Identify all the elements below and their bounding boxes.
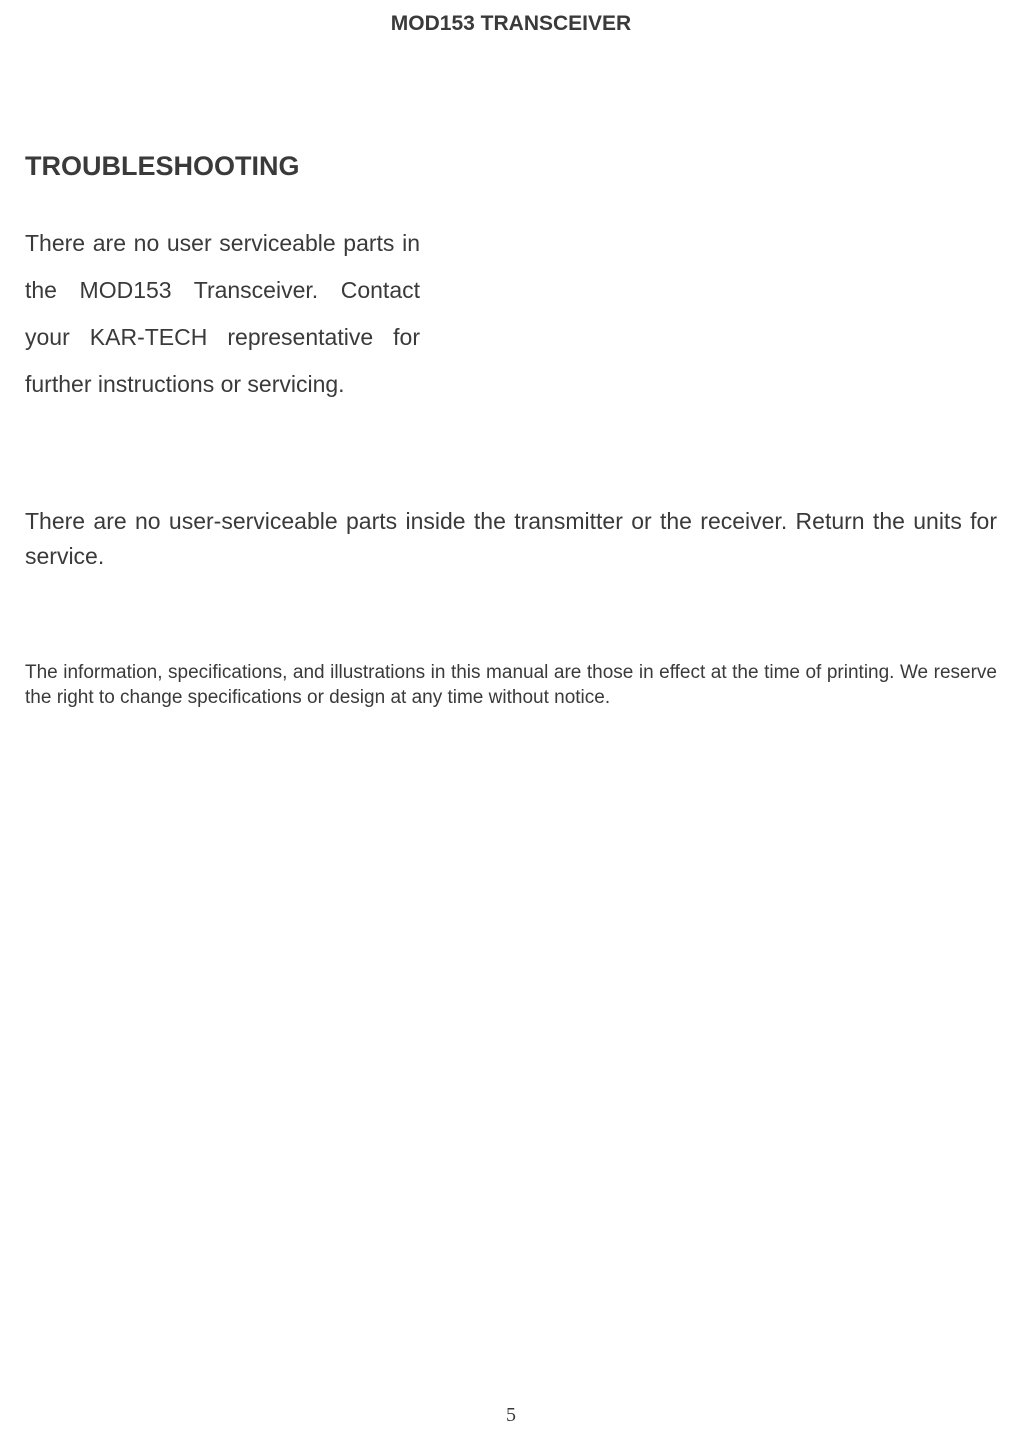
disclaimer-paragraph: The information, specifications, and ill… [25, 660, 997, 711]
page-number: 5 [0, 1404, 1022, 1427]
troubleshooting-paragraph-wide: There are no user-serviceable parts insi… [25, 504, 997, 575]
section-heading: TROUBLESHOOTING [25, 151, 997, 182]
troubleshooting-paragraph-narrow: There are no user serviceable parts in t… [25, 220, 420, 409]
page-header: MOD153 TRANSCEIVER [25, 12, 997, 36]
